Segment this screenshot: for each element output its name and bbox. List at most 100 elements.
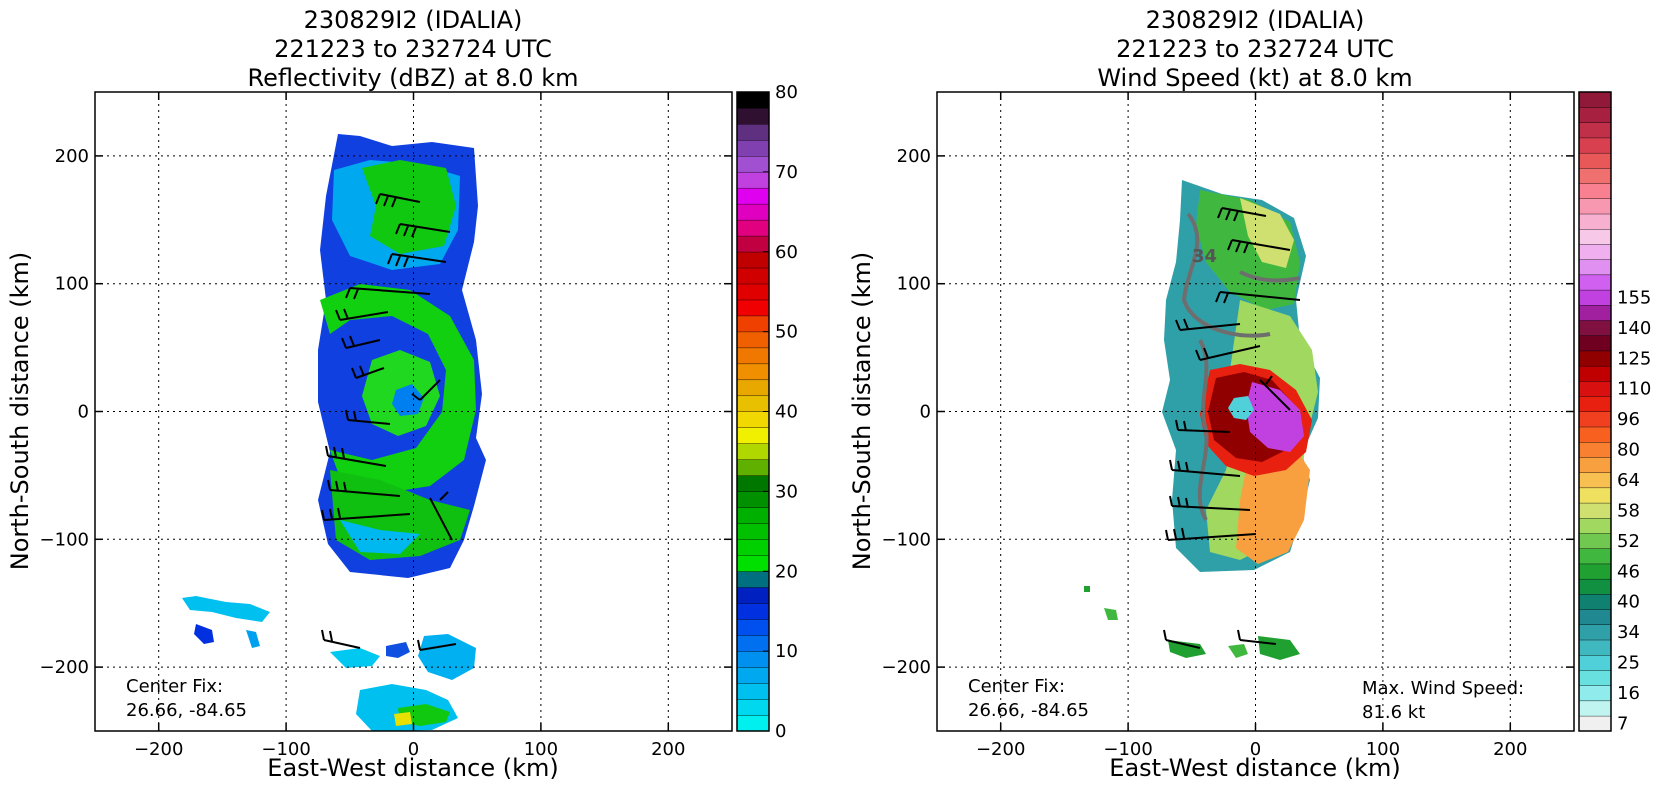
wind-colorbar-tick-label: 96 [1617,409,1640,430]
wind-xtick-label: 200 [1493,739,1527,760]
wind-colorbar-swatch [1578,624,1612,641]
wind-colorbar-tick-label: 140 [1617,318,1651,339]
reflectivity-wind-barbs [321,193,457,651]
wind-colorbar-tick-label: 7 [1617,713,1628,734]
reflectivity-eye [392,384,424,416]
reflectivity-colorbar-swatch [736,171,770,189]
wind-cell-5 [1258,636,1300,660]
wind-ytick-label: 200 [897,146,931,167]
wind-xtick-label: −200 [976,739,1025,760]
reflectivity-colorbar-tick-label: 60 [775,242,798,263]
reflectivity-colorbar-tick-label: 10 [775,641,798,662]
reflectivity-panel: 230829I2 (IDALIA) 221223 to 232724 UTC R… [6,6,798,782]
reflectivity-colorbar-tick-label: 80 [775,82,798,103]
wind-colorbar-swatch [1578,259,1612,276]
wind-colorbar-swatch [1578,517,1612,534]
wind-ytick-label: 100 [897,274,931,295]
reflectivity-colorbar-swatch [736,91,770,109]
reflectivity-center-fix-label: Center Fix: [126,676,223,697]
wind-colorbar-swatch [1578,578,1612,595]
wind-contour-label: 34 [1192,246,1217,267]
reflectivity-title-line1: 230829I2 (IDALIA) [304,6,523,34]
wind-yellow-north [1240,198,1294,268]
wind-colorbar-swatch [1578,502,1612,519]
wind-colorbar-swatch [1578,654,1612,671]
reflectivity-ytick-label: −200 [40,657,89,678]
wind-ylabel: North-South distance (km) [848,252,876,571]
wind-colorbar-tick-label: 52 [1617,531,1640,552]
reflectivity-colorbar-swatch [736,539,770,556]
reflectivity-ytick-label: 100 [55,274,89,295]
reflectivity-colorbar-tick-label: 0 [775,721,786,742]
reflectivity-colorbar-swatch [736,555,770,572]
wind-max-speed-label: Max. Wind Speed: [1362,678,1524,699]
wind-colorbar-swatch [1578,609,1612,625]
reflectivity-cell-bottom-yellow [394,712,412,726]
wind-colorbar-swatch [1578,228,1612,245]
reflectivity-cell-south3 [418,634,476,680]
wind-barbs [1163,207,1301,649]
wind-colorbar-tick-label: 125 [1617,348,1651,369]
reflectivity-xtick-label: 200 [651,739,685,760]
wind-colorbar-swatch [1578,472,1612,489]
wind-colorbar-swatch [1578,456,1612,473]
wind-colorbar-swatch [1578,243,1612,260]
wind-colorbar-swatch [1578,122,1612,139]
reflectivity-center-fix-value: 26.66, -84.65 [126,700,247,721]
wind-colorbar-swatch [1578,487,1612,504]
reflectivity-colorbar-swatch [736,235,770,253]
reflectivity-xtick-label: −200 [134,739,183,760]
wind-colorbar-swatch [1578,426,1612,443]
wind-title-line2: 221223 to 232724 UTC [1116,35,1394,63]
wind-xtick-label: 100 [1366,739,1400,760]
reflectivity-title-line3: Reflectivity (dBZ) at 8.0 km [248,64,579,92]
wind-colorbar-swatch [1578,350,1612,367]
reflectivity-cell-west [182,596,270,622]
reflectivity-colorbar: 0 10 20 30 40 50 60 70 80 [736,82,798,742]
reflectivity-cyan-south [340,520,420,554]
wind-colorbar-swatch [1578,639,1612,656]
reflectivity-colorbar-tick-label: 40 [775,402,798,423]
reflectivity-field [182,134,486,731]
reflectivity-colorbar-swatch [736,714,770,732]
wind-colorbar-swatch [1578,304,1612,321]
wind-xlabel: East-West distance (km) [1109,754,1400,782]
wind-axis-ticks: −200 −100 0 100 200 −200 −100 0 100 200 [882,92,1574,760]
wind-colorbar-tick-label: 155 [1617,287,1651,308]
reflectivity-colorbar-swatch [736,698,770,716]
wind-cell-2 [1104,608,1118,620]
reflectivity-colorbar-swatch [736,363,770,381]
wind-colorbar-swatch [1578,335,1612,352]
reflectivity-colorbar-swatch [736,283,770,301]
wind-colorbar-swatch [1578,213,1612,230]
reflectivity-colorbar-swatch [736,682,770,700]
wind-ytick-label: −100 [882,529,931,550]
reflectivity-xtick-label: 100 [524,739,558,760]
reflectivity-colorbar-swatch [736,634,770,652]
wind-colorbar-swatch [1578,91,1612,108]
wind-colorbar-swatch [1578,365,1612,382]
wind-colorbar-swatch [1578,411,1612,428]
wind-colorbar-swatch [1578,274,1612,291]
wind-colorbar-swatch [1578,685,1612,702]
reflectivity-cell-west3 [246,630,260,648]
reflectivity-colorbar-swatch [736,459,770,476]
wind-colorbar-swatch [1578,183,1612,200]
reflectivity-colorbar-swatch [736,379,770,397]
wind-cell-3 [1168,640,1206,658]
reflectivity-colorbar-swatch [736,219,770,237]
reflectivity-colorbar-swatch [736,443,770,460]
wind-title-line1: 230829I2 (IDALIA) [1146,6,1365,34]
reflectivity-green-north [362,160,456,254]
wind-colorbar-swatch [1578,715,1612,732]
reflectivity-colorbar-swatch [736,427,770,444]
wind-colorbar: 7 16 25 34 40 46 52 58 64 80 96 110 125 140 155 [1578,91,1651,734]
wind-colorbar-tick-label: 64 [1617,470,1640,491]
reflectivity-colorbar-swatch [736,587,770,604]
wind-colorbar-swatch [1578,396,1612,412]
reflectivity-colorbar-swatch [736,331,770,349]
reflectivity-gridlines [95,92,732,731]
wind-colorbar-swatch [1578,533,1612,549]
wind-xtick-label: −100 [1103,739,1152,760]
